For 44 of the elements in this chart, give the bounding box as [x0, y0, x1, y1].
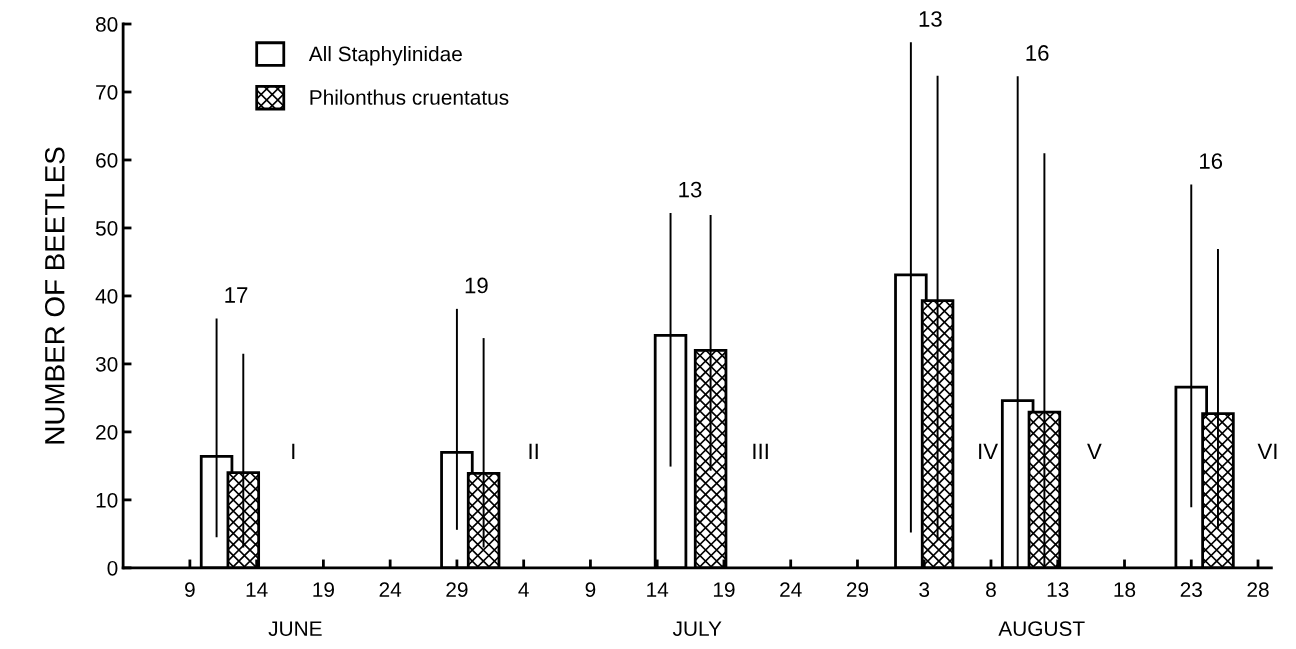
- x-tick-label: 23: [1180, 582, 1202, 598]
- y-tick-label: 10: [96, 492, 118, 508]
- x-tick-label: 18: [1114, 582, 1136, 598]
- annotation: V: [1087, 443, 1102, 460]
- annotation: III: [753, 443, 768, 460]
- y-tick-label: 50: [95, 220, 118, 236]
- x-tick-label: 28: [1247, 582, 1269, 598]
- x-tick-label: 4: [518, 582, 529, 597]
- text: JULY: [672, 621, 722, 637]
- legend-label: All Staphylinidae: [308, 46, 462, 66]
- text: AUGUST: [998, 621, 1085, 637]
- annotation: II: [529, 443, 538, 460]
- annotation: 13: [919, 11, 942, 27]
- annotation: 19: [465, 277, 488, 294]
- x-tick-label: 29: [846, 582, 869, 598]
- y-tick-label: 30: [95, 356, 118, 372]
- annotation: 16: [1200, 153, 1223, 169]
- x-tick-label: 14: [647, 582, 669, 597]
- x-tick-label: 8: [986, 582, 996, 598]
- y-axis-title: NUMBER OF BEETLES: [44, 147, 65, 444]
- x-tick-label: 14: [246, 582, 268, 597]
- annotation: 17: [225, 287, 248, 303]
- x-tick-label: 9: [185, 582, 195, 598]
- annotation: 13: [679, 181, 702, 198]
- annotation: 16: [1026, 45, 1049, 61]
- x-tick-label: 19: [313, 582, 334, 598]
- x-tick-label: 24: [780, 582, 802, 597]
- annotation: IV: [979, 443, 998, 460]
- x-tick-label: 19: [713, 582, 735, 598]
- y-tick-label: 60: [96, 152, 118, 168]
- legend-label: Philonthus cruentatus: [310, 89, 509, 105]
- text: JUNE: [268, 621, 322, 637]
- y-tick-label: 70: [96, 85, 118, 100]
- x-tick-label: 29: [446, 582, 468, 598]
- x-tick-label: 9: [585, 582, 596, 598]
- y-tick-label: 0: [107, 560, 118, 576]
- x-tick-label: 3: [919, 582, 930, 598]
- annotation: I: [292, 443, 295, 460]
- y-tick-label: 20: [96, 424, 118, 440]
- x-tick-label: 24: [379, 582, 402, 597]
- annotation: VI: [1257, 443, 1277, 460]
- y-tick-label: 40: [95, 288, 118, 304]
- x-tick-label: 13: [1047, 582, 1069, 598]
- y-tick-label: 80: [95, 17, 118, 32]
